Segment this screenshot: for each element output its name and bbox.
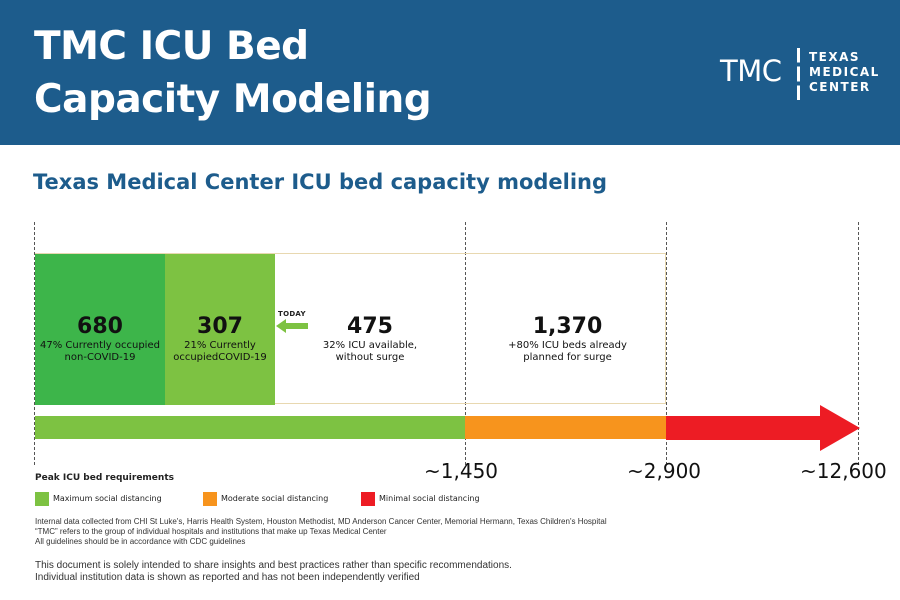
segment-non-covid-text: 680 47% Currently occupied non-COVID-19 [35, 314, 165, 364]
logo-words: TEXAS MEDICAL CENTER [809, 50, 880, 95]
logo-word-3: CENTER [809, 80, 871, 94]
segment-surge-value: 1,370 [532, 314, 603, 339]
legend-swatch-red [361, 492, 375, 506]
segment-non-covid [35, 254, 165, 405]
today-arrow-icon [276, 319, 308, 333]
tick-2900: ~2,900 [627, 459, 702, 483]
segment-non-covid-line1: 47% Currently occupied [40, 340, 160, 351]
segment-non-covid-line2: non-COVID-19 [64, 352, 136, 363]
segment-surge-line1: +80% ICU beds already [508, 340, 627, 351]
footnotes: Internal data collected from CHI St Luke… [35, 517, 607, 547]
footnote-3: All guidelines should be in accordance w… [35, 537, 246, 546]
title-line-2: Capacity Modeling [34, 77, 432, 122]
title-line-1: TMC ICU Bed [34, 24, 309, 69]
logo-divider [797, 48, 800, 100]
header-banner: TMC ICU Bed Capacity Modeling TMC TEXAS … [0, 0, 900, 145]
footnote-1: Internal data collected from CHI St Luke… [35, 517, 607, 526]
tick-1450: ~1,450 [424, 459, 499, 483]
red-arrow-icon [666, 405, 860, 451]
divider-line-1450 [465, 222, 466, 465]
bar-maximum-distancing [35, 416, 465, 439]
segment-covid-text: 307 21% Currently occupiedCOVID-19 [165, 314, 275, 364]
divider-line-2900 [666, 222, 667, 465]
segment-non-covid-value: 680 [77, 314, 123, 339]
divider-line-12600 [858, 222, 859, 465]
logo-word-2: MEDICAL [809, 65, 880, 79]
disclaimer-line-1: This document is solely intended to shar… [35, 560, 512, 571]
segment-available-line1: 32% ICU available, [322, 340, 418, 351]
disclaimer-line-2: Individual institution data is shown as … [35, 572, 420, 583]
legend-label-moderate: Moderate social distancing [221, 494, 329, 503]
segment-available-value: 475 [347, 314, 393, 339]
legend-label-maximum: Maximum social distancing [53, 494, 162, 503]
logo-word-1: TEXAS [809, 50, 861, 64]
peak-label: Peak ICU bed requirements [35, 473, 174, 483]
legend-label-minimal: Minimal social distancing [379, 494, 480, 503]
segment-surge-line2: planned for surge [523, 352, 612, 363]
segment-available-text: 475 32% ICU available, without surge [300, 314, 440, 364]
footnote-2: “TMC” refers to the group of individual … [35, 527, 387, 536]
segment-covid-value: 307 [197, 314, 243, 339]
section-subtitle: Texas Medical Center ICU bed capacity mo… [33, 170, 608, 194]
segment-covid-line2: occupiedCOVID-19 [173, 352, 267, 363]
segment-covid-line1: 21% Currently [184, 340, 256, 351]
legend-swatch-orange [203, 492, 217, 506]
disclaimer: This document is solely intended to shar… [35, 560, 512, 584]
divider-line-start [34, 222, 35, 465]
page-title: TMC ICU Bed Capacity Modeling [34, 20, 432, 126]
logo-abbr: TMC [720, 54, 782, 88]
segment-surge-text: 1,370 +80% ICU beds already planned for … [480, 314, 655, 364]
legend-swatch-green [35, 492, 49, 506]
today-label: TODAY [278, 310, 306, 318]
tick-12600: ~12,600 [800, 459, 887, 483]
segment-available-line2: without surge [335, 352, 405, 363]
segment-covid [165, 254, 275, 405]
bar-moderate-distancing [465, 416, 666, 439]
